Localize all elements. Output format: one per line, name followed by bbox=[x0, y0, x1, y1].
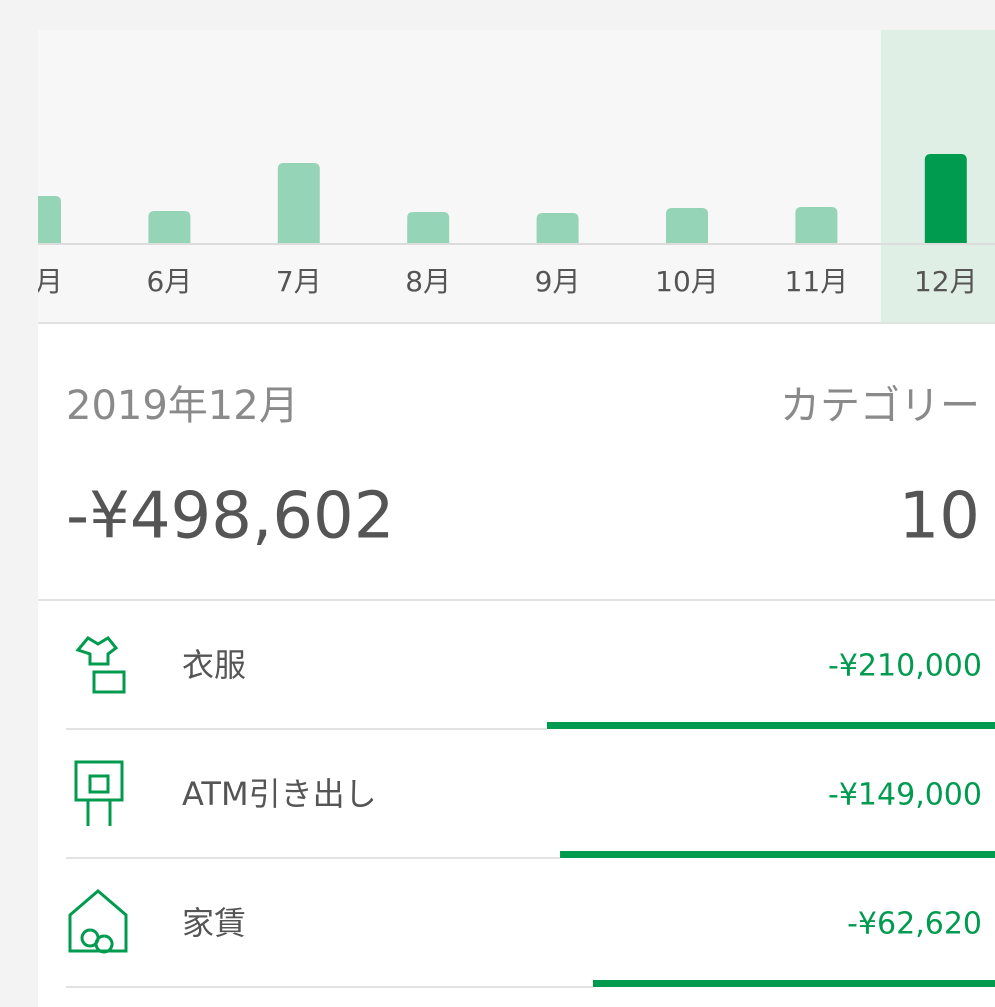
bar[interactable] bbox=[795, 206, 838, 243]
bar[interactable] bbox=[148, 211, 191, 243]
bar[interactable] bbox=[924, 154, 967, 243]
category-count: 10 bbox=[899, 480, 980, 554]
month-label: 8月 bbox=[405, 265, 451, 298]
month-label: 7月 bbox=[276, 265, 322, 298]
clothes-icon bbox=[75, 636, 126, 694]
amount-bar bbox=[592, 980, 995, 987]
amount-bar bbox=[560, 851, 995, 858]
row-amount: -¥210,000 bbox=[828, 649, 982, 684]
month-label: 6月 bbox=[146, 265, 192, 298]
atm-icon bbox=[74, 760, 124, 826]
month-label: 11月 bbox=[785, 265, 849, 298]
row-amount: -¥149,000 bbox=[828, 778, 982, 813]
icons bbox=[68, 636, 128, 954]
bar[interactable] bbox=[277, 163, 320, 243]
detail-panel bbox=[38, 322, 995, 1007]
chart-panel bbox=[38, 30, 995, 322]
row-amount: -¥62,620 bbox=[847, 907, 982, 942]
house-icon bbox=[68, 889, 128, 954]
month-label: 9月 bbox=[535, 265, 581, 298]
amount-bar bbox=[547, 722, 995, 729]
month-label: 12月 bbox=[914, 265, 978, 298]
row-name[interactable]: 衣服 bbox=[182, 646, 246, 684]
category-heading: カテゴリー bbox=[780, 383, 980, 429]
row-name[interactable]: 家賃 bbox=[182, 904, 246, 942]
bar[interactable] bbox=[666, 208, 708, 243]
total: -¥498,602 bbox=[66, 480, 394, 554]
month-label: 10月 bbox=[655, 265, 719, 298]
bar[interactable] bbox=[536, 213, 579, 243]
row-name[interactable]: ATM引き出し bbox=[182, 775, 377, 813]
period: 2019年12月 bbox=[66, 383, 299, 429]
bar[interactable] bbox=[407, 211, 450, 243]
left-gutter bbox=[0, 0, 38, 322]
